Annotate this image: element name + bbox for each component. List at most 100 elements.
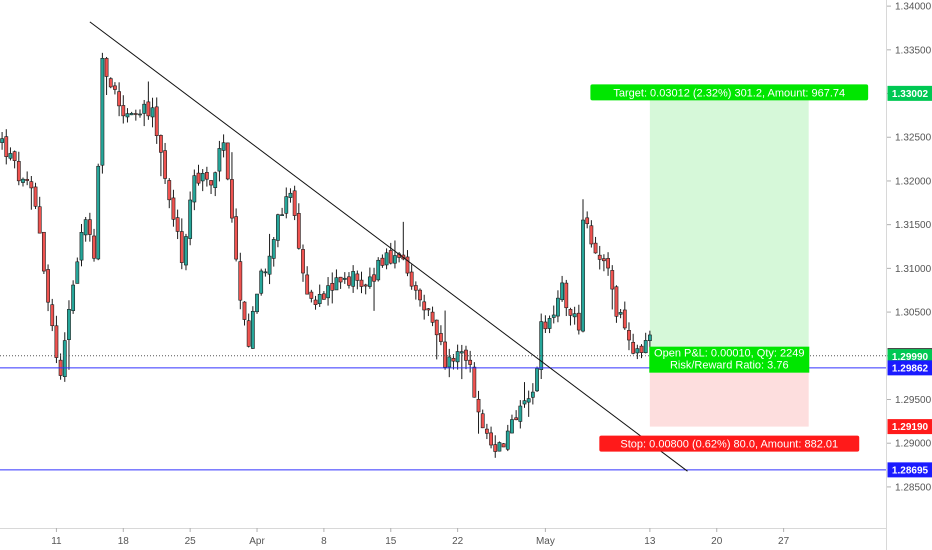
price-tick-label: 1.32500 [895,133,932,144]
time-tick-label: 20 [711,536,723,547]
candle [443,310,447,370]
candle-body [539,321,544,370]
candle-body [54,325,59,358]
candle-body [292,190,297,216]
candle-body [647,334,652,341]
candle-body [246,320,251,347]
candle [535,366,539,393]
candle [225,142,230,181]
candle-body [547,318,552,329]
candle [167,178,172,209]
candle [380,254,385,268]
candle [108,77,113,89]
candle-body [560,282,564,301]
candle-body [526,398,531,403]
candle [597,245,602,270]
candle [163,142,167,184]
candle-body [217,148,222,172]
candle [413,281,418,300]
candle-body [384,252,389,266]
candle-body [305,274,310,295]
long-position-tool[interactable] [649,93,809,427]
candle [430,306,435,327]
time-axis[interactable]: 11 18 25 Apr 8 15 22 May 13 20 27 [51,528,790,547]
candle-body [451,358,456,362]
trendline[interactable] [89,21,688,472]
candle [338,276,343,289]
candle [129,111,134,116]
candle [292,185,297,221]
candle-body [121,105,126,117]
candle-body [409,271,414,287]
candle [117,82,121,117]
candle-body [355,273,360,281]
candle [259,268,264,296]
time-tick-label: 11 [51,536,62,547]
price-tick-label: 1.34000 [895,2,932,13]
time-tick-label: 15 [385,536,397,547]
candle-body [351,271,356,287]
candle [221,134,226,158]
candle-body [618,312,623,315]
candle-body [627,330,631,341]
candle-body [250,310,255,349]
candle [317,284,322,307]
candle-body [230,179,234,219]
candle-body [405,256,410,274]
candle [618,309,623,319]
candle-body [439,333,443,342]
candle-body [167,180,172,201]
candle-body [192,175,197,203]
candle-body [301,249,305,274]
candle [351,265,356,293]
candle-body [267,255,272,275]
candle-body [171,197,176,220]
candle [631,333,636,355]
candle-body [455,351,460,363]
candle [468,350,473,373]
price-tick-label: 1.31000 [895,264,932,275]
time-tick-label: Apr [249,536,265,547]
candle [576,304,581,335]
candle-body [46,269,50,303]
candle-body [129,113,134,116]
candle-body [326,285,330,299]
candle [267,233,272,285]
candle-body [376,259,381,281]
candle-body [330,283,335,291]
candle-body [510,419,514,434]
candle [150,97,155,128]
price-tags: 1.330021.300001.299901.298621.291901.286… [887,85,932,478]
candle [547,315,552,334]
candle [455,344,460,370]
candle [8,147,13,161]
pnl-label: Open P&L: 0.00010, Qty: 2249Risk/Reward … [649,346,810,373]
candle-body [117,91,121,107]
candle-body [643,340,648,354]
candle [510,414,514,434]
price-tag-bg [887,85,932,101]
candle-body [468,359,473,365]
candle [246,313,251,348]
candle-body [581,219,585,332]
price-tag-text: 1.29862 [892,363,929,374]
candle-body [4,136,9,157]
candle [330,272,335,304]
candle [627,322,631,351]
candle [37,196,42,234]
plot-area[interactable]: Target: 0.03012 (2.32%) 301.2, Amount: 9… [0,21,886,472]
candle [568,307,573,326]
candle-body [16,161,21,182]
candle [0,131,4,150]
price-tag-text: 1.29990 [892,352,929,363]
candle [284,187,289,219]
price-tick-label: 1.31500 [895,220,932,231]
candle [75,257,80,284]
candle [581,199,585,333]
candle [196,164,201,186]
target-zone[interactable] [649,93,809,357]
candle-body [184,236,188,266]
candle-body [597,254,602,260]
candle-body [380,257,385,266]
